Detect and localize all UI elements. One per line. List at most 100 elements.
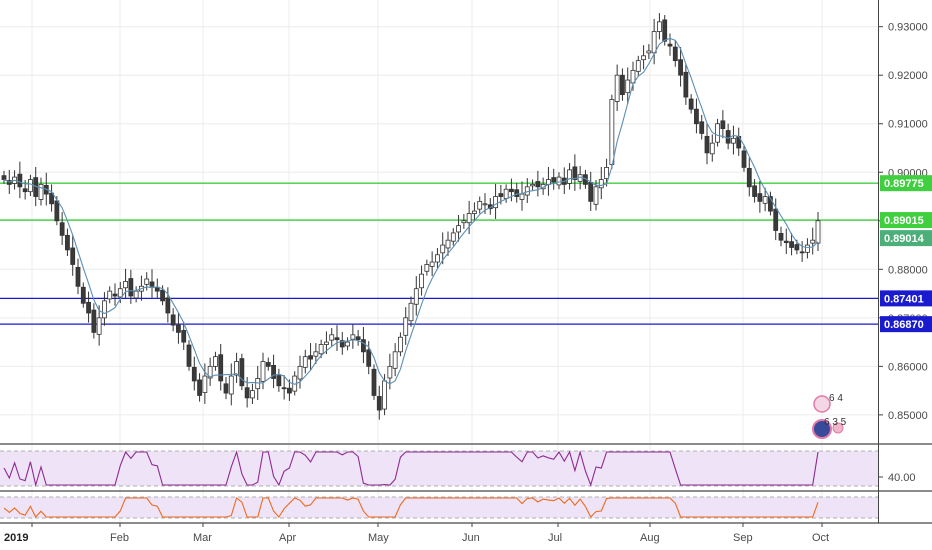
candle-body xyxy=(345,341,350,347)
candle-body xyxy=(324,341,329,345)
candle-body xyxy=(429,261,435,267)
candle-body xyxy=(789,241,794,248)
candle-body xyxy=(329,334,335,341)
level-label-text: 0.89775 xyxy=(884,178,924,190)
price-axis-tick-label: 0.92000 xyxy=(888,70,928,82)
candle-body xyxy=(91,309,97,333)
candle-body xyxy=(176,324,181,333)
candle-body xyxy=(551,177,557,183)
candle-body xyxy=(350,334,356,340)
candle-body xyxy=(133,290,139,299)
events-badge-bottom-count: 6 3 5 xyxy=(824,417,847,428)
candle-body xyxy=(197,379,202,396)
level-label-box xyxy=(880,290,932,307)
level-label-text: 0.86870 xyxy=(884,319,924,331)
candle-body xyxy=(376,396,382,411)
time-axis[interactable]: 2019 Feb Mar Apr May Jun Jul Aug Sep Oct xyxy=(4,523,829,544)
candle-body xyxy=(112,293,118,297)
candle-body xyxy=(80,286,86,304)
candle-body xyxy=(17,173,23,188)
candle-body xyxy=(355,336,361,341)
candle-body xyxy=(318,344,324,355)
candle-body xyxy=(49,192,54,205)
candle-body xyxy=(123,281,128,289)
candle-body xyxy=(65,234,70,251)
candle-body xyxy=(102,300,107,319)
event-flag-icon-secondary[interactable] xyxy=(812,419,832,439)
candle-body xyxy=(366,349,372,367)
candle-body xyxy=(593,186,599,205)
current-price-box xyxy=(880,230,932,247)
candle-body xyxy=(255,378,261,390)
level-label-box xyxy=(880,212,932,229)
candle-body xyxy=(694,108,699,125)
support-resistance-levels[interactable] xyxy=(0,182,878,325)
moving-average-line xyxy=(3,37,819,385)
candle-body xyxy=(250,390,255,399)
candle-body xyxy=(59,222,65,236)
candle-body xyxy=(625,79,631,94)
candle-body xyxy=(408,302,414,322)
candle-body xyxy=(805,244,810,253)
candle-body xyxy=(783,240,789,244)
event-flag-icon-small[interactable] xyxy=(832,422,844,434)
candle-body xyxy=(567,169,572,184)
candle-body xyxy=(688,98,694,110)
candle-body xyxy=(218,354,224,382)
candle-body xyxy=(297,365,303,380)
candlestick-series xyxy=(1,13,821,420)
oscillator-pane[interactable] xyxy=(0,496,878,519)
level-label-text: 0.87401 xyxy=(884,293,924,305)
candle-body xyxy=(260,361,266,382)
candle-body xyxy=(435,254,440,263)
time-axis-label: Mar xyxy=(193,532,212,544)
candle-body xyxy=(556,176,562,186)
level-label-box xyxy=(880,316,932,333)
candle-body xyxy=(477,200,483,210)
price-axis-tick-label: 0.88000 xyxy=(888,264,928,276)
time-axis-label: 2019 xyxy=(4,532,28,544)
candle-body xyxy=(778,233,784,241)
candle-body xyxy=(440,244,446,254)
time-axis-label: Apr xyxy=(279,532,296,544)
rsi-axis-tick-label: 40.00 xyxy=(888,472,916,484)
candle-body xyxy=(265,362,271,367)
candle-body xyxy=(213,356,218,367)
current-price-label: 0.89014 xyxy=(884,233,925,245)
candle-body xyxy=(657,21,662,32)
events-badge[interactable]: 6 4 6 3 5 xyxy=(812,393,847,439)
candle-body xyxy=(128,278,134,297)
candle-body xyxy=(302,356,308,368)
candle-body xyxy=(186,344,192,367)
candle-body xyxy=(456,225,461,233)
time-axis-label: Jun xyxy=(462,532,480,544)
candle-body xyxy=(170,314,176,326)
rsi-line xyxy=(3,450,819,488)
candle-body xyxy=(815,220,821,244)
oscillator-band xyxy=(0,497,878,518)
candle-body xyxy=(731,137,736,144)
level-label-text: 0.89015 xyxy=(884,215,924,227)
candle-body xyxy=(86,301,91,314)
price-axis-tick-label: 0.93000 xyxy=(888,22,928,34)
candle-body xyxy=(149,281,155,287)
candle-body xyxy=(614,74,620,102)
candle-body xyxy=(466,213,472,224)
candle-body xyxy=(577,174,583,182)
price-axis-tick-label: 0.91000 xyxy=(888,119,928,131)
candle-body xyxy=(810,239,816,244)
candle-body xyxy=(741,150,747,168)
event-flag-icon[interactable] xyxy=(813,395,831,413)
candle-body xyxy=(387,365,393,379)
candle-body xyxy=(22,188,28,193)
candle-body xyxy=(720,120,726,129)
candle-body xyxy=(519,193,525,200)
candle-body xyxy=(768,196,773,212)
candle-body xyxy=(482,203,488,206)
time-axis-label: Jul xyxy=(548,532,562,544)
candle-body xyxy=(191,366,197,382)
candle-body xyxy=(117,288,123,298)
rsi-pane[interactable] xyxy=(0,450,878,488)
candle-body xyxy=(509,188,514,193)
